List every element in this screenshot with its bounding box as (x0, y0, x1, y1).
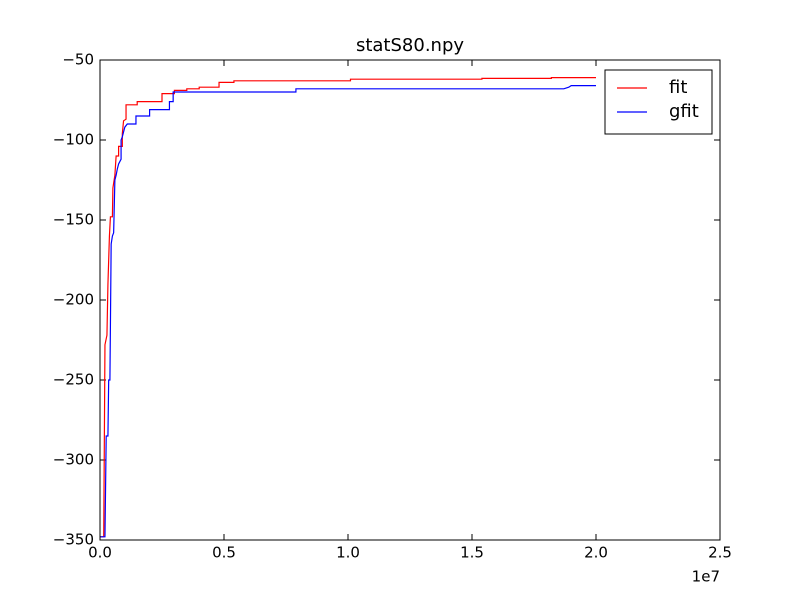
y-tick-label: −50 (62, 51, 94, 69)
x-tick-label: 2.0 (584, 544, 608, 562)
y-tick-label: −150 (53, 211, 94, 229)
x-tick-label: 1.0 (336, 544, 360, 562)
legend-label: gfit (669, 101, 699, 122)
x-tick-label: 2.5 (708, 544, 732, 562)
y-tick-label: −250 (53, 371, 94, 389)
x-tick-label: 1.5 (460, 544, 484, 562)
y-tick-label: −200 (53, 291, 94, 309)
y-tick-label: −300 (53, 451, 94, 469)
y-tick-label: −350 (53, 531, 94, 549)
chart-title: statS80.npy (356, 35, 464, 56)
x-offset-label: 1e7 (692, 568, 720, 586)
plot-frame (99, 59, 721, 541)
legend-label: fit (669, 77, 687, 98)
x-tick-label: 0.5 (212, 544, 236, 562)
series-line (100, 76, 596, 538)
x-tick-label: 0.0 (88, 544, 112, 562)
series-line (100, 84, 596, 538)
legend-box (604, 69, 713, 135)
y-tick-label: −100 (53, 131, 94, 149)
